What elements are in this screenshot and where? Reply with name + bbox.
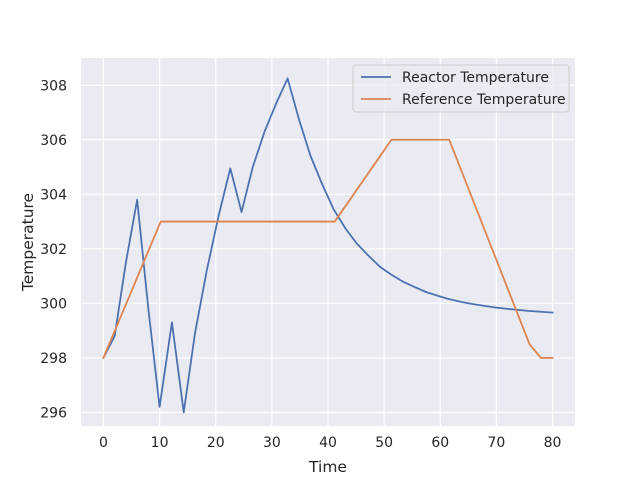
x-axis-label: Time (308, 458, 347, 476)
y-tick-label: 298 (40, 351, 67, 367)
legend-label-reference: Reference Temperature (402, 92, 566, 108)
x-tick-label: 80 (544, 435, 562, 451)
y-axis-label: Temperature (19, 193, 37, 292)
series-line-reactor (102, 77, 554, 414)
y-tick-label: 296 (40, 405, 67, 421)
x-tick-label: 40 (319, 435, 337, 451)
x-tick-label: 60 (431, 435, 449, 451)
x-tick-label: 50 (375, 435, 393, 451)
legend-box (352, 64, 570, 113)
x-tick-label: 10 (151, 435, 169, 451)
x-tick-labels: 0 10 20 30 40 50 60 70 80 (99, 435, 561, 451)
x-tick-label: 30 (263, 435, 281, 451)
series-lines (102, 77, 554, 414)
legend: Reactor Temperature Reference Temperatur… (352, 64, 570, 113)
legend-label-reactor: Reactor Temperature (402, 70, 549, 86)
x-tick-label: 70 (487, 435, 505, 451)
y-tick-label: 300 (40, 296, 67, 312)
x-tick-label: 20 (207, 435, 225, 451)
y-tick-label: 302 (40, 242, 67, 258)
x-tick-label: 0 (99, 435, 108, 451)
y-tick-labels: 296 298 300 302 304 306 308 (40, 78, 67, 421)
y-tick-label: 304 (40, 187, 67, 203)
series-line-reference (102, 138, 554, 360)
grid-lines (81, 58, 575, 426)
y-tick-label: 306 (40, 133, 67, 149)
y-tick-label: 308 (40, 78, 67, 94)
